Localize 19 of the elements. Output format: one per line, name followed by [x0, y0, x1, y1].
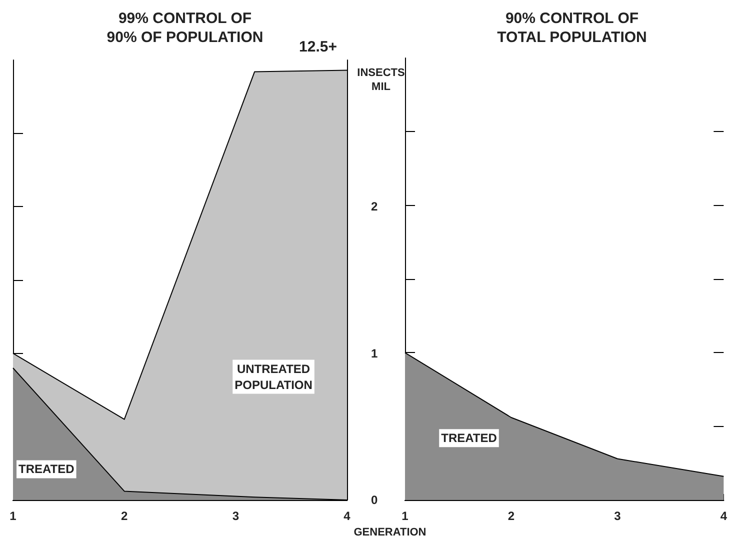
- x-tick-label: 2: [120, 509, 128, 523]
- x-tick-label: 3: [232, 509, 240, 523]
- annotation: 12.5+: [299, 38, 338, 56]
- x-axis-title: GENERATION: [354, 526, 426, 538]
- series-label: UNTREATED POPULATION: [234, 362, 312, 392]
- chart-title: 90% CONTROL OF TOTAL POPULATION: [497, 10, 647, 46]
- y-tick-label: 2: [371, 200, 378, 214]
- x-tick-label: 4: [720, 509, 728, 523]
- x-tick-label: 3: [614, 509, 622, 523]
- y-axis-title: INSECTS MIL: [357, 67, 405, 93]
- y-tick-label: 1: [371, 346, 378, 360]
- x-tick-label: 4: [344, 509, 351, 523]
- x-tick-label: 1: [10, 509, 17, 523]
- x-tick-label: 1: [402, 509, 409, 523]
- series-label: TREATED: [18, 462, 75, 476]
- x-tick-label: 2: [508, 509, 515, 523]
- series-label: TREATED: [441, 431, 498, 446]
- y-tick-label: 0: [371, 493, 378, 507]
- chart-title: 99% CONTROL OF 90% OF POPULATION: [106, 10, 264, 46]
